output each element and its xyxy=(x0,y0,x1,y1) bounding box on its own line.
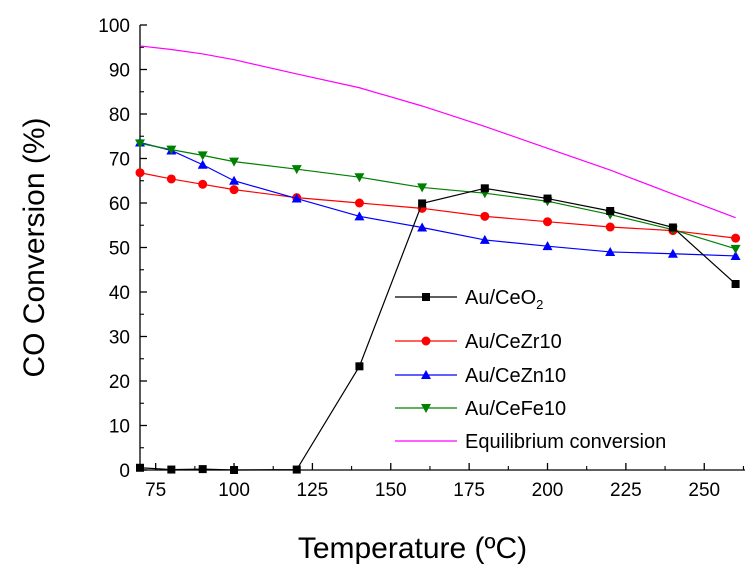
x-axis-title: Temperature (ºC) xyxy=(298,532,527,565)
data-point xyxy=(230,466,239,474)
series-2 xyxy=(135,137,741,260)
y-tick-label: 70 xyxy=(109,150,130,171)
legend-label-text: Au/CeZr10 xyxy=(465,331,562,353)
series-line xyxy=(139,142,736,250)
x-tick-label: 250 xyxy=(688,480,720,501)
plot-frame xyxy=(139,25,745,471)
legend-item-4: Equilibrium conversion xyxy=(395,431,666,453)
data-point xyxy=(354,211,365,221)
x-tick-label: 175 xyxy=(453,480,485,501)
y-tick-label: 20 xyxy=(109,372,130,393)
y-tick-label: 60 xyxy=(109,194,130,215)
data-point xyxy=(606,207,615,216)
x-tick-label: 150 xyxy=(375,480,407,501)
legend-swatch-marker xyxy=(421,336,431,346)
data-point xyxy=(543,217,553,227)
legend-item-1: Au/CeZr10 xyxy=(395,331,562,353)
series-line xyxy=(139,172,736,239)
data-point xyxy=(135,139,145,149)
legend-swatch-marker xyxy=(421,404,431,413)
data-point xyxy=(198,465,207,474)
legend-item-2: Au/CeZn10 xyxy=(395,365,566,387)
data-point xyxy=(167,465,176,474)
y-tick-label: 80 xyxy=(109,105,130,126)
x-tick-label: 75 xyxy=(145,480,166,501)
data-point xyxy=(480,184,489,193)
x-tick-label: 200 xyxy=(532,480,564,501)
data-point xyxy=(605,246,616,256)
y-tick-label: 30 xyxy=(109,328,130,349)
y-tick-label: 10 xyxy=(109,417,130,438)
data-point xyxy=(292,465,301,474)
data-point xyxy=(417,183,428,193)
legend-label: Au/CeFe10 xyxy=(465,398,566,420)
data-point xyxy=(730,244,741,254)
data-point xyxy=(135,168,145,178)
y-tick-label: 90 xyxy=(109,61,130,82)
x-tick-label: 225 xyxy=(610,480,642,501)
data-point xyxy=(136,463,144,472)
data-point xyxy=(542,241,553,251)
series-4 xyxy=(139,45,736,219)
legend-label: Au/CeZn10 xyxy=(465,365,566,387)
y-tick-label: 100 xyxy=(98,16,130,37)
data-point xyxy=(166,174,176,184)
x-tick-label: 125 xyxy=(297,480,329,501)
data-point xyxy=(291,165,302,175)
data-point xyxy=(731,279,740,288)
series-1 xyxy=(135,168,741,243)
data-point xyxy=(543,194,552,203)
data-point xyxy=(354,198,364,208)
series-3 xyxy=(135,139,741,254)
y-tick-label: 50 xyxy=(109,239,130,260)
data-point xyxy=(418,199,427,208)
data-point xyxy=(731,233,741,243)
series-line xyxy=(139,141,736,257)
x-axis: 75 100 125 150 175 200 225 250 xyxy=(145,463,744,501)
data-point xyxy=(605,222,615,232)
series-0 xyxy=(136,184,740,474)
series-line xyxy=(139,187,736,471)
legend-label-text: Au/CeFe10 xyxy=(465,398,566,420)
data-point xyxy=(354,173,365,183)
legend-label: Au/CeO2 xyxy=(465,287,543,312)
y-axis: 0 10 20 30 40 50 60 70 80 90 100 xyxy=(98,16,147,482)
data-point xyxy=(730,250,741,260)
legend-item-0: Au/CeO2 xyxy=(395,287,543,312)
legend-label-text: Au/CeZn10 xyxy=(465,365,566,387)
data-point xyxy=(479,234,490,244)
data-point xyxy=(668,223,677,232)
y-tick-label: 0 xyxy=(119,461,130,482)
legend-item-3: Au/CeFe10 xyxy=(395,398,566,420)
data-point xyxy=(166,145,177,155)
legend-label-text: Equilibrium conversion xyxy=(465,431,666,453)
legend: Au/CeO2 Au/CeZr10 Au/CeZn10 Au/CeFe10 Equili… xyxy=(395,287,666,453)
legend-swatch-marker xyxy=(422,293,430,301)
data-point xyxy=(229,185,239,195)
y-tick-label: 40 xyxy=(109,283,130,304)
data-point xyxy=(417,222,428,232)
data-point xyxy=(291,193,302,203)
data-point xyxy=(667,248,678,258)
data-point xyxy=(198,179,208,189)
data-point xyxy=(197,159,208,169)
legend-swatch-marker xyxy=(421,370,431,379)
series-layer xyxy=(135,45,741,474)
data-point xyxy=(197,151,208,161)
data-point xyxy=(229,157,240,167)
x-tick-label: 100 xyxy=(218,480,250,501)
data-point xyxy=(355,362,364,371)
legend-label-text: Au/CeO xyxy=(465,287,536,309)
data-point xyxy=(480,211,490,221)
y-axis-title: CO Conversion (%) xyxy=(18,117,51,377)
legend-label: Au/CeZr10 xyxy=(465,331,562,353)
legend-label: Equilibrium conversion xyxy=(465,431,666,453)
legend-label-subscript: 2 xyxy=(536,297,543,312)
data-point xyxy=(229,175,240,185)
series-line xyxy=(139,45,736,219)
